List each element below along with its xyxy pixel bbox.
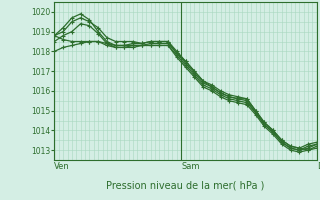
Text: Pression niveau de la mer( hPa ): Pression niveau de la mer( hPa ) [107,181,265,191]
Text: Dim: Dim [317,162,320,171]
Text: Ven: Ven [54,162,70,171]
Text: Sam: Sam [181,162,200,171]
